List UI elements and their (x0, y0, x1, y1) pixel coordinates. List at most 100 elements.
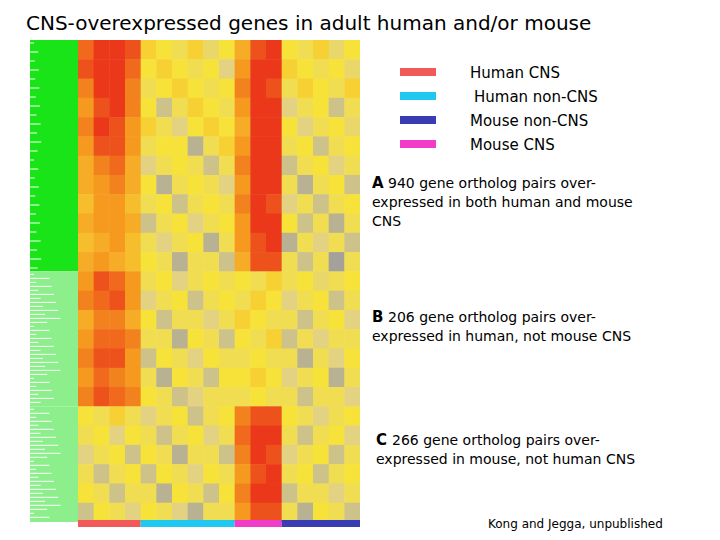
heat-cell (344, 426, 360, 446)
heat-cell (250, 214, 266, 234)
heat-cell (250, 310, 266, 330)
heat-cell (235, 406, 251, 426)
heat-cell (156, 291, 172, 311)
dendrogram-line (30, 477, 38, 478)
dendrogram-line (30, 52, 38, 53)
heat-cell (172, 271, 188, 291)
legend-swatch (400, 68, 436, 76)
heat-cell (203, 348, 219, 368)
heat-cell (266, 214, 282, 234)
heat-cell (172, 426, 188, 446)
heat-cell (297, 136, 313, 156)
heat-cell (156, 40, 172, 60)
heat-cell (203, 464, 219, 484)
heat-cell (109, 406, 125, 426)
heat-cell (188, 194, 204, 214)
dendrogram-line (30, 497, 58, 498)
heat-cell (297, 329, 313, 349)
heat-cell (172, 233, 188, 253)
dendrogram-line (30, 79, 35, 80)
heat-cell (203, 79, 219, 99)
heat-cell (203, 387, 219, 407)
heat-cell (344, 175, 360, 195)
heat-cell (172, 117, 188, 137)
heat-cell (94, 387, 110, 407)
heat-cell (235, 194, 251, 214)
heat-cell (172, 329, 188, 349)
heat-cell (141, 233, 157, 253)
dendrogram-line (30, 481, 54, 482)
heat-cell (313, 194, 329, 214)
heat-cell (203, 194, 219, 214)
heat-cell (141, 329, 157, 349)
heat-cell (141, 348, 157, 368)
heat-cell (94, 117, 110, 137)
heat-cell (282, 329, 298, 349)
dendrogram-line (30, 115, 36, 116)
heat-cell (172, 348, 188, 368)
dendrogram-line (30, 268, 38, 269)
heat-cell (250, 387, 266, 407)
dendrogram-line (30, 366, 45, 367)
heat-cell (297, 117, 313, 137)
heat-cell (125, 368, 141, 388)
heat-cell (329, 426, 345, 446)
heat-cell (329, 329, 345, 349)
heat-cell (219, 59, 235, 79)
heat-cell (141, 445, 157, 465)
heat-cell (125, 98, 141, 118)
heat-cell (109, 252, 125, 272)
heat-cell (235, 175, 251, 195)
heat-cell (219, 310, 235, 330)
heat-cell (188, 406, 204, 426)
heat-cell (203, 98, 219, 118)
heat-cell (266, 368, 282, 388)
dendrogram-line (30, 306, 43, 307)
heat-cell (203, 310, 219, 330)
panel-text: 266 gene ortholog pairs over- (392, 432, 600, 448)
dendrogram-line (30, 282, 36, 283)
heat-cell (329, 194, 345, 214)
heat-cell (203, 445, 219, 465)
heat-cell (94, 40, 110, 60)
dendrogram-block (30, 406, 78, 522)
heat-cell (125, 117, 141, 137)
heat-cell (250, 79, 266, 99)
heat-cell (266, 503, 282, 522)
heat-cell (78, 214, 94, 234)
heat-cell (313, 59, 329, 79)
heat-cell (78, 175, 94, 195)
heat-cell (172, 503, 188, 522)
dendrogram-line (30, 382, 49, 383)
heat-cell (109, 503, 125, 522)
heat-cell (282, 194, 298, 214)
heat-cell (313, 348, 329, 368)
heat-cell (313, 406, 329, 426)
heat-cell (141, 426, 157, 446)
heat-cell (235, 503, 251, 522)
heat-cell (313, 464, 329, 484)
heat-cell (344, 368, 360, 388)
heat-cell (329, 368, 345, 388)
heat-cell (313, 233, 329, 253)
dendrogram-line (30, 505, 60, 506)
heat-cell (282, 175, 298, 195)
heat-cell (156, 464, 172, 484)
heat-cell (94, 252, 110, 272)
dendrogram-line (30, 350, 41, 351)
dendrogram-line (30, 489, 56, 490)
heatmap-cells (78, 40, 360, 522)
heat-cell (78, 291, 94, 311)
heat-cell (297, 464, 313, 484)
heat-cell (219, 117, 235, 137)
heat-cell (94, 194, 110, 214)
heat-cell (109, 483, 125, 503)
heat-cell (188, 40, 204, 60)
dendrogram-line (30, 501, 45, 502)
heat-cell (203, 271, 219, 291)
panel-text: expressed in human, not mouse CNS (372, 328, 631, 344)
heat-cell (344, 445, 360, 465)
heat-cell (313, 40, 329, 60)
figure: CNS-overexpressed genes in adult human a… (0, 0, 720, 540)
heat-cell (297, 194, 313, 214)
